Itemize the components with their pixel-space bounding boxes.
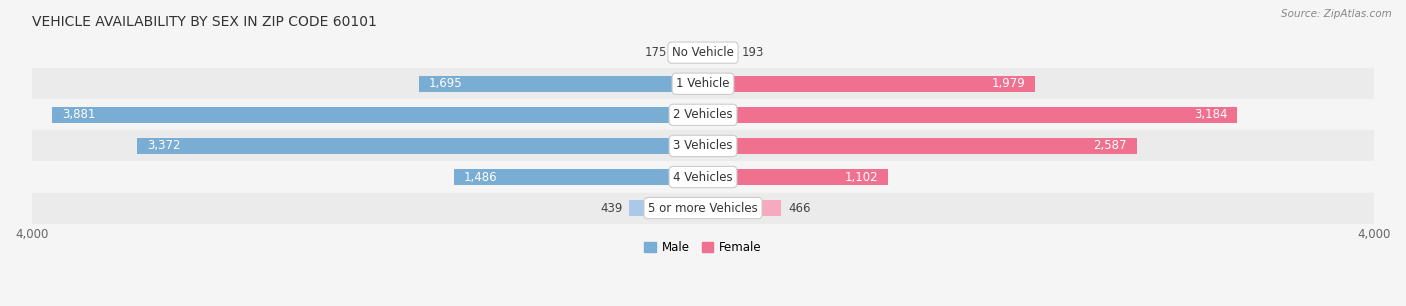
Text: 193: 193 [742,46,765,59]
Bar [52,107,703,123]
Text: 439: 439 [600,202,623,215]
Bar [703,169,889,185]
Bar [703,138,1137,154]
Bar [32,192,1374,224]
Bar [419,76,703,92]
Bar [136,138,703,154]
Text: 4 Vehicles: 4 Vehicles [673,170,733,184]
Text: 3,184: 3,184 [1194,108,1227,121]
Text: 3,881: 3,881 [62,108,96,121]
Text: 1,102: 1,102 [844,170,877,184]
Text: 5 or more Vehicles: 5 or more Vehicles [648,202,758,215]
Text: No Vehicle: No Vehicle [672,46,734,59]
Bar [32,68,1374,99]
Bar [630,200,703,216]
Text: 466: 466 [787,202,810,215]
Bar [703,45,735,61]
Text: 1,979: 1,979 [991,77,1025,90]
Bar [32,130,1374,162]
Text: 2 Vehicles: 2 Vehicles [673,108,733,121]
Text: 2,587: 2,587 [1094,140,1128,152]
Text: 175: 175 [644,46,666,59]
Bar [32,162,1374,192]
Text: 3,372: 3,372 [148,140,180,152]
Text: Source: ZipAtlas.com: Source: ZipAtlas.com [1281,9,1392,19]
Bar [673,45,703,61]
Bar [703,200,782,216]
Bar [703,76,1035,92]
Text: 3 Vehicles: 3 Vehicles [673,140,733,152]
Bar [32,37,1374,68]
Bar [32,99,1374,130]
Text: VEHICLE AVAILABILITY BY SEX IN ZIP CODE 60101: VEHICLE AVAILABILITY BY SEX IN ZIP CODE … [32,15,377,29]
Bar [454,169,703,185]
Text: 1 Vehicle: 1 Vehicle [676,77,730,90]
Bar [703,107,1237,123]
Legend: Male, Female: Male, Female [640,236,766,259]
Text: 1,486: 1,486 [464,170,498,184]
Text: 1,695: 1,695 [429,77,463,90]
